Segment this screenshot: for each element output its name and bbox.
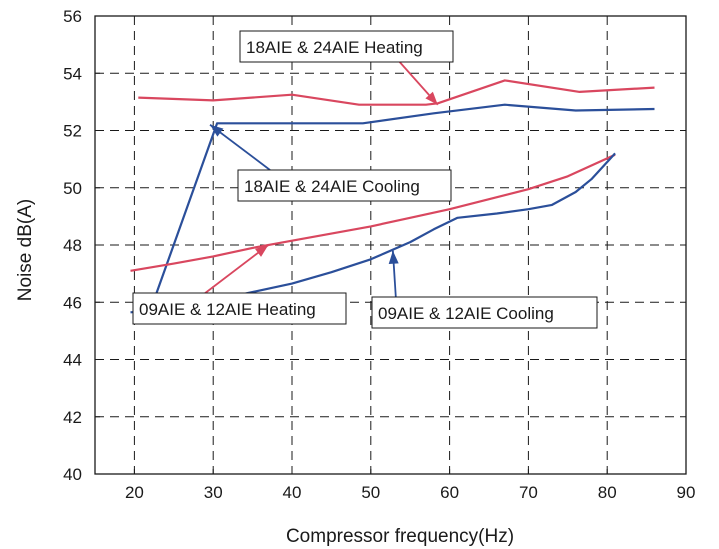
- annotation-box: [237, 169, 452, 202]
- y-tick-label: 42: [63, 408, 82, 427]
- y-tick-label: 46: [63, 293, 82, 312]
- series-18-24-cooling-line: [130, 103, 655, 314]
- x-tick-label: 70: [519, 483, 538, 502]
- annotation-arrowhead: [388, 250, 399, 265]
- x-tick-label: 20: [125, 483, 144, 502]
- x-tick-label: 60: [440, 483, 459, 502]
- annotation-label: 18AIE & 24AIE Cooling: [244, 177, 420, 196]
- y-tick-label: 48: [63, 236, 82, 255]
- annotation-label: 09AIE & 12AIE Cooling: [378, 304, 554, 323]
- annotation-callout: 09AIE & 12AIE Heating: [132, 244, 347, 325]
- annotation-callout: 18AIE & 24AIE Heating: [239, 30, 454, 106]
- annotation-arrowhead: [210, 124, 224, 137]
- y-tick-label: 40: [63, 465, 82, 484]
- x-tick-label: 40: [283, 483, 302, 502]
- y-tick-label: 52: [63, 122, 82, 141]
- annotation-arrow-line: [199, 244, 269, 298]
- annotation-callout: 09AIE & 12AIE Cooling: [371, 250, 598, 329]
- y-tick-label: 54: [63, 64, 82, 83]
- annotation-box: [132, 292, 347, 325]
- axis-ticks: 20 30 40 50 60 70 80 90 40 42 44 46 48 50 52 54 56: [63, 7, 695, 502]
- series-09-12-heating-line: [130, 153, 616, 272]
- annotation-label: 18AIE & 24AIE Heating: [246, 38, 423, 57]
- annotation-box: [371, 296, 598, 329]
- y-axis-title: Noise dB(A): [15, 199, 36, 301]
- y-tick-label: 44: [63, 351, 82, 370]
- annotation-label: 09AIE & 12AIE Heating: [139, 300, 316, 319]
- annotation-callout: 18AIE & 24AIE Cooling: [209, 124, 452, 202]
- annotation-arrowhead: [425, 91, 438, 105]
- annotation-arrowhead: [254, 245, 269, 257]
- series-09-12-cooling-line: [244, 152, 616, 295]
- x-tick-label: 90: [677, 483, 696, 502]
- annotations: 18AIE & 24AIE Heating 18AIE & 24AIE Cooli…: [132, 30, 598, 329]
- x-tick-label: 80: [598, 483, 617, 502]
- series-18-24-heating-line: [138, 79, 655, 106]
- y-tick-label: 56: [63, 7, 82, 26]
- x-tick-label: 50: [361, 483, 380, 502]
- annotation-box: [239, 30, 454, 63]
- series-lines: [130, 79, 655, 314]
- x-tick-label: 30: [204, 483, 223, 502]
- grid-lines: [95, 16, 686, 474]
- x-axis-title: Compressor frequency(Hz): [286, 526, 514, 547]
- y-tick-label: 50: [63, 179, 82, 198]
